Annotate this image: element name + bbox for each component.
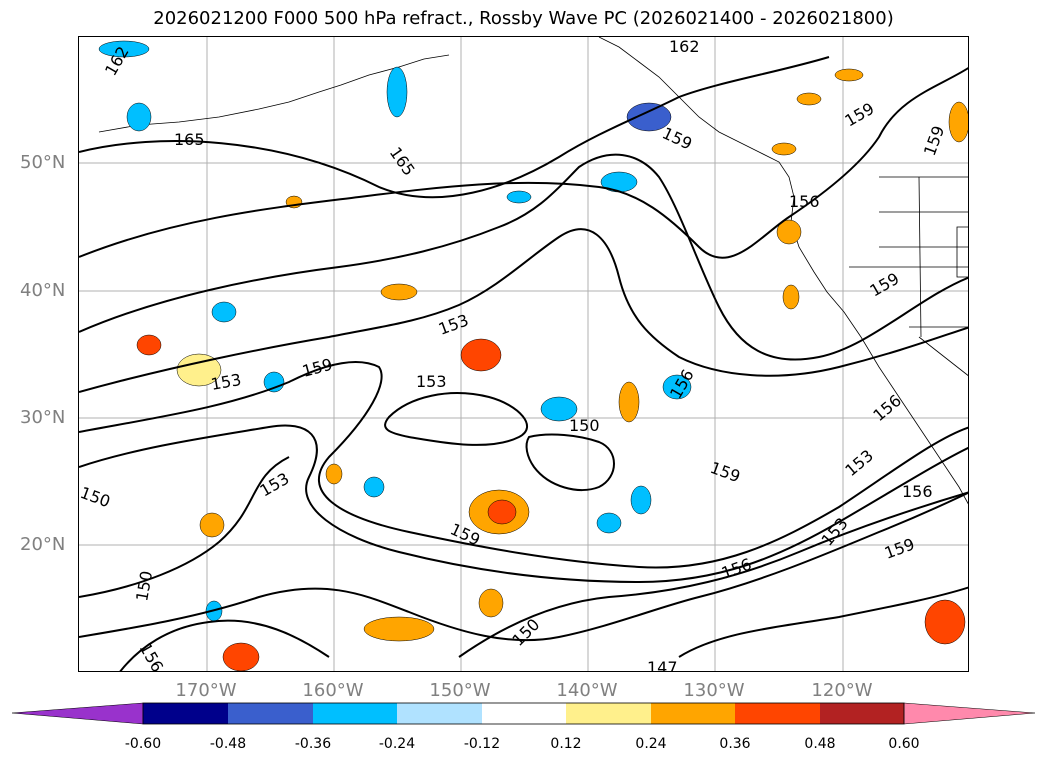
lon-label: 140°W [556, 680, 618, 701]
contour-label: 159 [659, 123, 695, 153]
contour-label: 153 [209, 370, 242, 394]
contour-label: 156 [869, 391, 905, 425]
contour-label: 159 [300, 355, 334, 381]
lon-label: 120°W [811, 680, 873, 701]
colorbar-bin [735, 703, 820, 724]
lon-label: 160°W [302, 680, 364, 701]
map-title: 2026021200 F000 500 hPa refract., Rossby… [153, 8, 894, 29]
colorbar-bin [482, 703, 566, 724]
colorbar-extend-low [11, 702, 144, 725]
colorbar-tick: -0.12 [463, 736, 501, 752]
contour-label: 150 [508, 615, 543, 650]
colorbar-tick: 0.60 [888, 736, 920, 752]
colorbar-tick: -0.48 [209, 736, 247, 752]
colorbar-bin [651, 703, 735, 724]
contour-label: 156 [136, 640, 168, 673]
lat-label: 40°N [20, 280, 66, 301]
contour-label: 159 [842, 99, 878, 131]
colorbar-bin [228, 703, 313, 724]
colorbar-bin [313, 703, 397, 724]
colorbar [11, 702, 1036, 725]
colorbar-tick: -0.36 [294, 736, 332, 752]
colorbar-bin [397, 703, 482, 724]
colorbar-tick: -0.60 [124, 736, 162, 752]
contour-label: 153 [257, 469, 293, 501]
contour-label: 165 [386, 143, 419, 179]
contour-label: 159 [708, 458, 743, 486]
contour-label: 162 [669, 37, 700, 56]
contour-label: 150 [79, 483, 113, 511]
contour-label: 150 [569, 416, 600, 435]
contour-label: 159 [867, 269, 903, 301]
contour-label: 153 [416, 372, 447, 391]
colorbar-bin [566, 703, 651, 724]
graticule [79, 37, 968, 671]
contour-label: 153 [841, 446, 877, 480]
lon-label: 170°W [175, 680, 237, 701]
colorbar-frame [142, 702, 905, 725]
colorbar-extend-high [903, 702, 1036, 725]
contour-label: 150 [132, 569, 156, 602]
lat-label: 30°N [20, 407, 66, 428]
contour-label: 159 [882, 534, 917, 562]
lat-label: 50°N [20, 152, 66, 173]
colorbar-tick: 0.12 [550, 736, 582, 752]
contour-label: 165 [174, 130, 205, 149]
colorbar-tick: 0.36 [719, 736, 751, 752]
colorbar-bin [820, 703, 904, 724]
map-canvas: 162 165 165 162 159 159 159 159 156 153 … [79, 37, 968, 673]
colorbar-tick: -0.24 [378, 736, 416, 752]
contour-label: 156 [789, 192, 820, 211]
colorbar-bin [143, 703, 228, 724]
colorbar-tick: 0.24 [635, 736, 667, 752]
contour-label: 147 [647, 658, 678, 672]
lat-label: 20°N [20, 534, 66, 555]
contour-label: 156 [902, 482, 933, 501]
lon-label: 150°W [429, 680, 491, 701]
colorbar-tick: 0.48 [804, 736, 836, 752]
shading [98, 40, 968, 671]
contour-label: 159 [920, 123, 948, 158]
contour-label: 153 [818, 514, 852, 550]
contour-label: 153 [436, 310, 471, 338]
contour-label-group: 162 165 165 162 159 159 159 159 156 153 … [79, 37, 948, 673]
coastlines [98, 37, 968, 505]
map-panel: 162 165 165 162 159 159 159 159 156 153 … [78, 36, 969, 672]
contours [79, 56, 968, 671]
lon-label: 130°W [683, 680, 745, 701]
